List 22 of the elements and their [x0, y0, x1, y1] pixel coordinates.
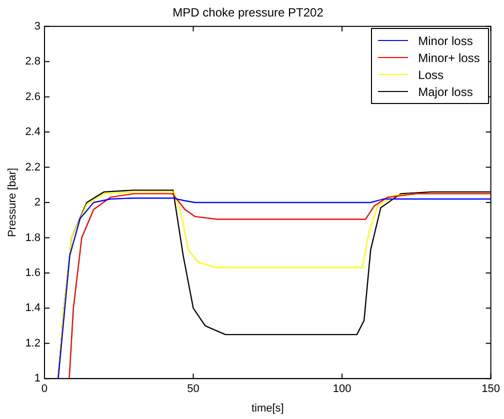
chart-title: MPD choke pressure PT202 [172, 6, 324, 20]
legend-label: Minor+ loss [418, 50, 480, 65]
legend-label: Loss [418, 68, 444, 82]
y-tick-label: 1.6 [25, 266, 40, 279]
y-tick-label: 1.4 [25, 302, 40, 314]
legend-label: Minor loss [418, 34, 473, 48]
x-axis-title: time[s] [251, 402, 284, 414]
x-tick-label: 100 [332, 383, 352, 396]
y-tick-label: 2.6 [25, 90, 40, 103]
x-tick-label: 0 [41, 383, 48, 396]
y-tick-label: 2 [34, 196, 40, 209]
legend-label: Major loss [418, 84, 473, 99]
y-tick-label: 1.2 [25, 337, 40, 350]
y-tick-label: 2.2 [25, 161, 40, 174]
y-tick-label: 1.8 [25, 232, 40, 244]
y-tick-label: 3 [34, 20, 40, 32]
y-tick-label: 2.8 [25, 56, 40, 68]
x-tick-label: 50 [187, 383, 200, 396]
y-axis-title: Pressure [bar] [6, 168, 19, 238]
x-tick-label: 150 [482, 383, 500, 396]
y-tick-label: 2.4 [25, 126, 40, 138]
y-tick-label: 1 [34, 372, 40, 385]
